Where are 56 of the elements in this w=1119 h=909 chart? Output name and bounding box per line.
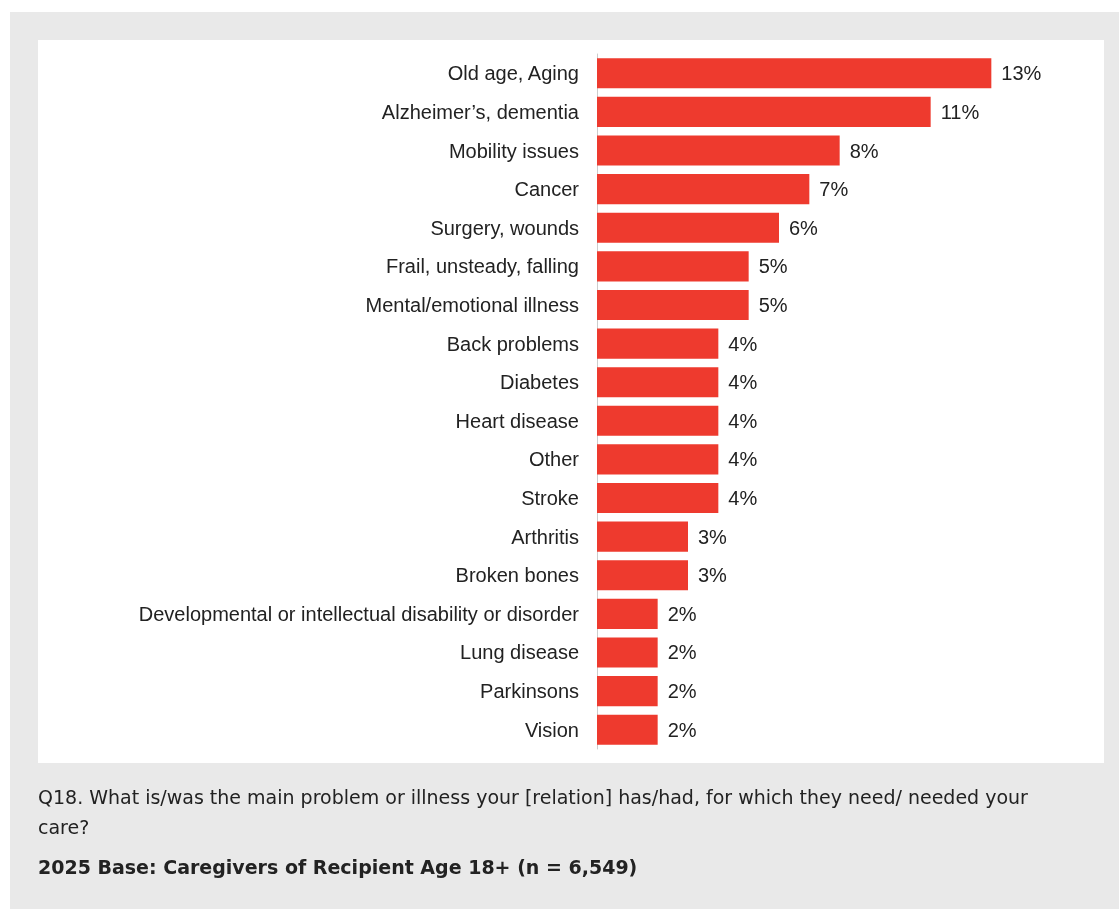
data-label: 2%	[667, 680, 697, 703]
text: 2025 Base: Caregivers of Recipient Age 18+ (n = 6,549)	[38, 855, 639, 880]
y-tick-label: Old age, Aging	[447, 62, 579, 85]
data-label: 4%	[728, 448, 758, 471]
y-tick-label: Other	[528, 448, 580, 471]
data-label: 4%	[728, 409, 758, 432]
y-tick-label: Alzheimer’s, dementia	[381, 100, 580, 123]
bar	[597, 482, 719, 514]
y-tick-label: Lung disease	[460, 641, 579, 664]
data-label: 3%	[698, 525, 728, 548]
y-tick-label: Vision	[524, 718, 579, 741]
bar	[597, 251, 749, 282]
y-tick-label: Mobility issues	[448, 139, 579, 162]
data-label: 11%	[940, 100, 980, 123]
y-tick-label: Mental/emotional illness	[365, 293, 579, 316]
bar	[597, 328, 719, 359]
y-tick-label: Surgery, wounds	[430, 216, 579, 239]
data-label: 3%	[698, 564, 728, 587]
bar	[597, 676, 658, 707]
data-label: 4%	[728, 487, 758, 510]
bar	[597, 135, 840, 166]
data-label: 2%	[667, 718, 697, 741]
bar	[597, 174, 810, 205]
bar	[597, 598, 658, 629]
y-tick-label: Parkinsons	[480, 680, 579, 703]
y-tick-label: Broken bones	[455, 564, 579, 587]
bar	[597, 289, 749, 321]
y-tick-label: Frail, unsteady, falling	[385, 255, 579, 278]
bar	[597, 58, 992, 89]
bar	[597, 637, 658, 668]
data-label: 8%	[849, 139, 879, 162]
data-label: 4%	[728, 371, 758, 394]
y-tick-label: Developmental or intellectual disability or disorder	[138, 602, 580, 625]
bar	[597, 560, 688, 591]
y-tick-label: Diabetes	[500, 371, 579, 394]
data-label: 2%	[667, 602, 697, 625]
bar	[597, 405, 719, 436]
y-tick-label: Cancer	[514, 178, 580, 201]
data-label: 5%	[758, 293, 788, 316]
y-tick-label: Back problems	[446, 332, 579, 355]
bar	[597, 367, 719, 398]
y-tick-label: Stroke	[521, 487, 579, 510]
data-label: 5%	[758, 255, 788, 278]
data-label: 6%	[789, 216, 819, 239]
data-label: 2%	[667, 641, 697, 664]
bar	[597, 521, 688, 552]
y-tick-label: Heart disease	[455, 409, 579, 432]
y-tick-label: Arthritis	[511, 525, 579, 548]
bar	[597, 96, 931, 127]
bar	[597, 714, 658, 745]
data-label: 13%	[1001, 62, 1042, 85]
text: Q18. What is/was the main problem or illness your [relation] has/had, for which they need/ needed your care?	[38, 785, 1029, 840]
bar	[597, 444, 719, 475]
bar	[597, 212, 779, 243]
data-label: 4%	[728, 332, 758, 355]
data-label: 7%	[819, 178, 849, 201]
